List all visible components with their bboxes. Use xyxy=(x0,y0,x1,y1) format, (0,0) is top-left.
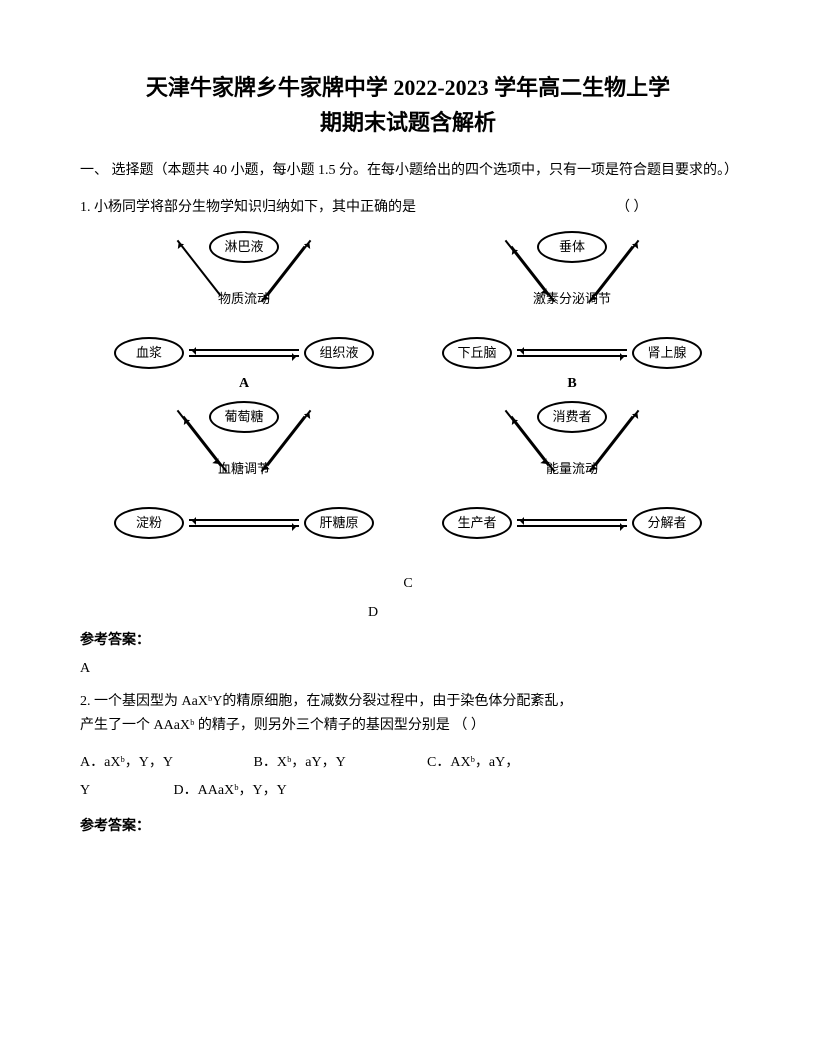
diagram-c-right: 肝糖原 xyxy=(304,507,374,539)
page-title: 天津牛家牌乡牛家牌中学 2022-2023 学年高二生物上学 期期末试题含解析 xyxy=(80,70,736,140)
diagram-c-top: 葡萄糖 xyxy=(209,401,279,433)
option-d: D．AAaXᵇ，Y，Y xyxy=(174,780,344,802)
diagram-d-left: 生产者 xyxy=(442,507,512,539)
diagram-a-label: A xyxy=(239,373,249,395)
diagram-a-left: 血浆 xyxy=(114,337,184,369)
diagram-a: 淋巴液 血浆 组织液 物质流动 A xyxy=(104,227,384,397)
section-1-heading: 一、 选择题（本题共 40 小题，每小题 1.5 分。在每小题给出的四个选项中，… xyxy=(80,160,736,182)
diagram-b-right: 肾上腺 xyxy=(632,337,702,369)
arrow-icon xyxy=(517,519,627,521)
diagram-d-right: 分解者 xyxy=(632,507,702,539)
diagram-b-left: 下丘脑 xyxy=(442,337,512,369)
title-line2: 期期末试题含解析 xyxy=(80,105,736,140)
option-b: B．Xᵇ，aY，Y xyxy=(254,752,424,774)
cd-label-row: C xyxy=(80,573,736,595)
q2-answer-heading: 参考答案： xyxy=(80,816,736,838)
arrow-icon xyxy=(189,349,299,351)
diagram-c: 葡萄糖 淀粉 肝糖原 血糖调节 xyxy=(104,397,384,567)
question-2-line2: 产生了一个 AAaXᵇ 的精子，则另外三个精子的基因型分别是 （ ） xyxy=(80,715,736,737)
diagram-a-right: 组织液 xyxy=(304,337,374,369)
diagram-a-top: 淋巴液 xyxy=(209,231,279,263)
diagram-d-top: 消费者 xyxy=(537,401,607,433)
arrow-icon xyxy=(189,355,299,357)
question-1-parentheses: （ ） xyxy=(616,197,648,219)
option-a: A．aXᵇ，Y，Y xyxy=(80,752,250,774)
question-2-options: A．aXᵇ，Y，Y B．Xᵇ，aY，Y C．AXᵇ，aY， Y D．AAaXᵇ，… xyxy=(80,752,736,803)
label-d: D xyxy=(308,602,508,624)
option-c-tail: Y xyxy=(80,780,170,802)
label-c: C xyxy=(258,573,558,595)
diagram-b: 垂体 下丘脑 肾上腺 激素分泌调节 B xyxy=(432,227,712,397)
diagram-grid: 淋巴液 血浆 组织液 物质流动 A 垂体 下丘脑 肾上腺 激素分泌调节 B 葡萄… xyxy=(80,227,736,567)
diagram-b-top: 垂体 xyxy=(537,231,607,263)
arrow-icon xyxy=(517,349,627,351)
d-label-row: D xyxy=(80,602,736,624)
q1-answer-value: A xyxy=(80,658,736,680)
diagram-c-left: 淀粉 xyxy=(114,507,184,539)
option-c: C．AXᵇ，aY， xyxy=(427,752,597,774)
question-2-line1: 2. 一个基因型为 AaXᵇY的精原细胞，在减数分裂过程中，由于染色体分配紊乱， xyxy=(80,691,736,713)
arrow-icon xyxy=(517,355,627,357)
title-line1: 天津牛家牌乡牛家牌中学 2022-2023 学年高二生物上学 xyxy=(80,70,736,105)
arrow-icon xyxy=(517,525,627,527)
question-1-text: 1. 小杨同学将部分生物学知识归纳如下，其中正确的是 xyxy=(80,197,416,219)
question-1: 1. 小杨同学将部分生物学知识归纳如下，其中正确的是 （ ） xyxy=(80,197,736,219)
arrow-icon xyxy=(189,519,299,521)
diagram-b-label: B xyxy=(567,373,576,395)
q1-answer-heading: 参考答案： xyxy=(80,630,736,652)
arrow-icon xyxy=(189,525,299,527)
diagram-d: 消费者 生产者 分解者 能量流动 xyxy=(432,397,712,567)
